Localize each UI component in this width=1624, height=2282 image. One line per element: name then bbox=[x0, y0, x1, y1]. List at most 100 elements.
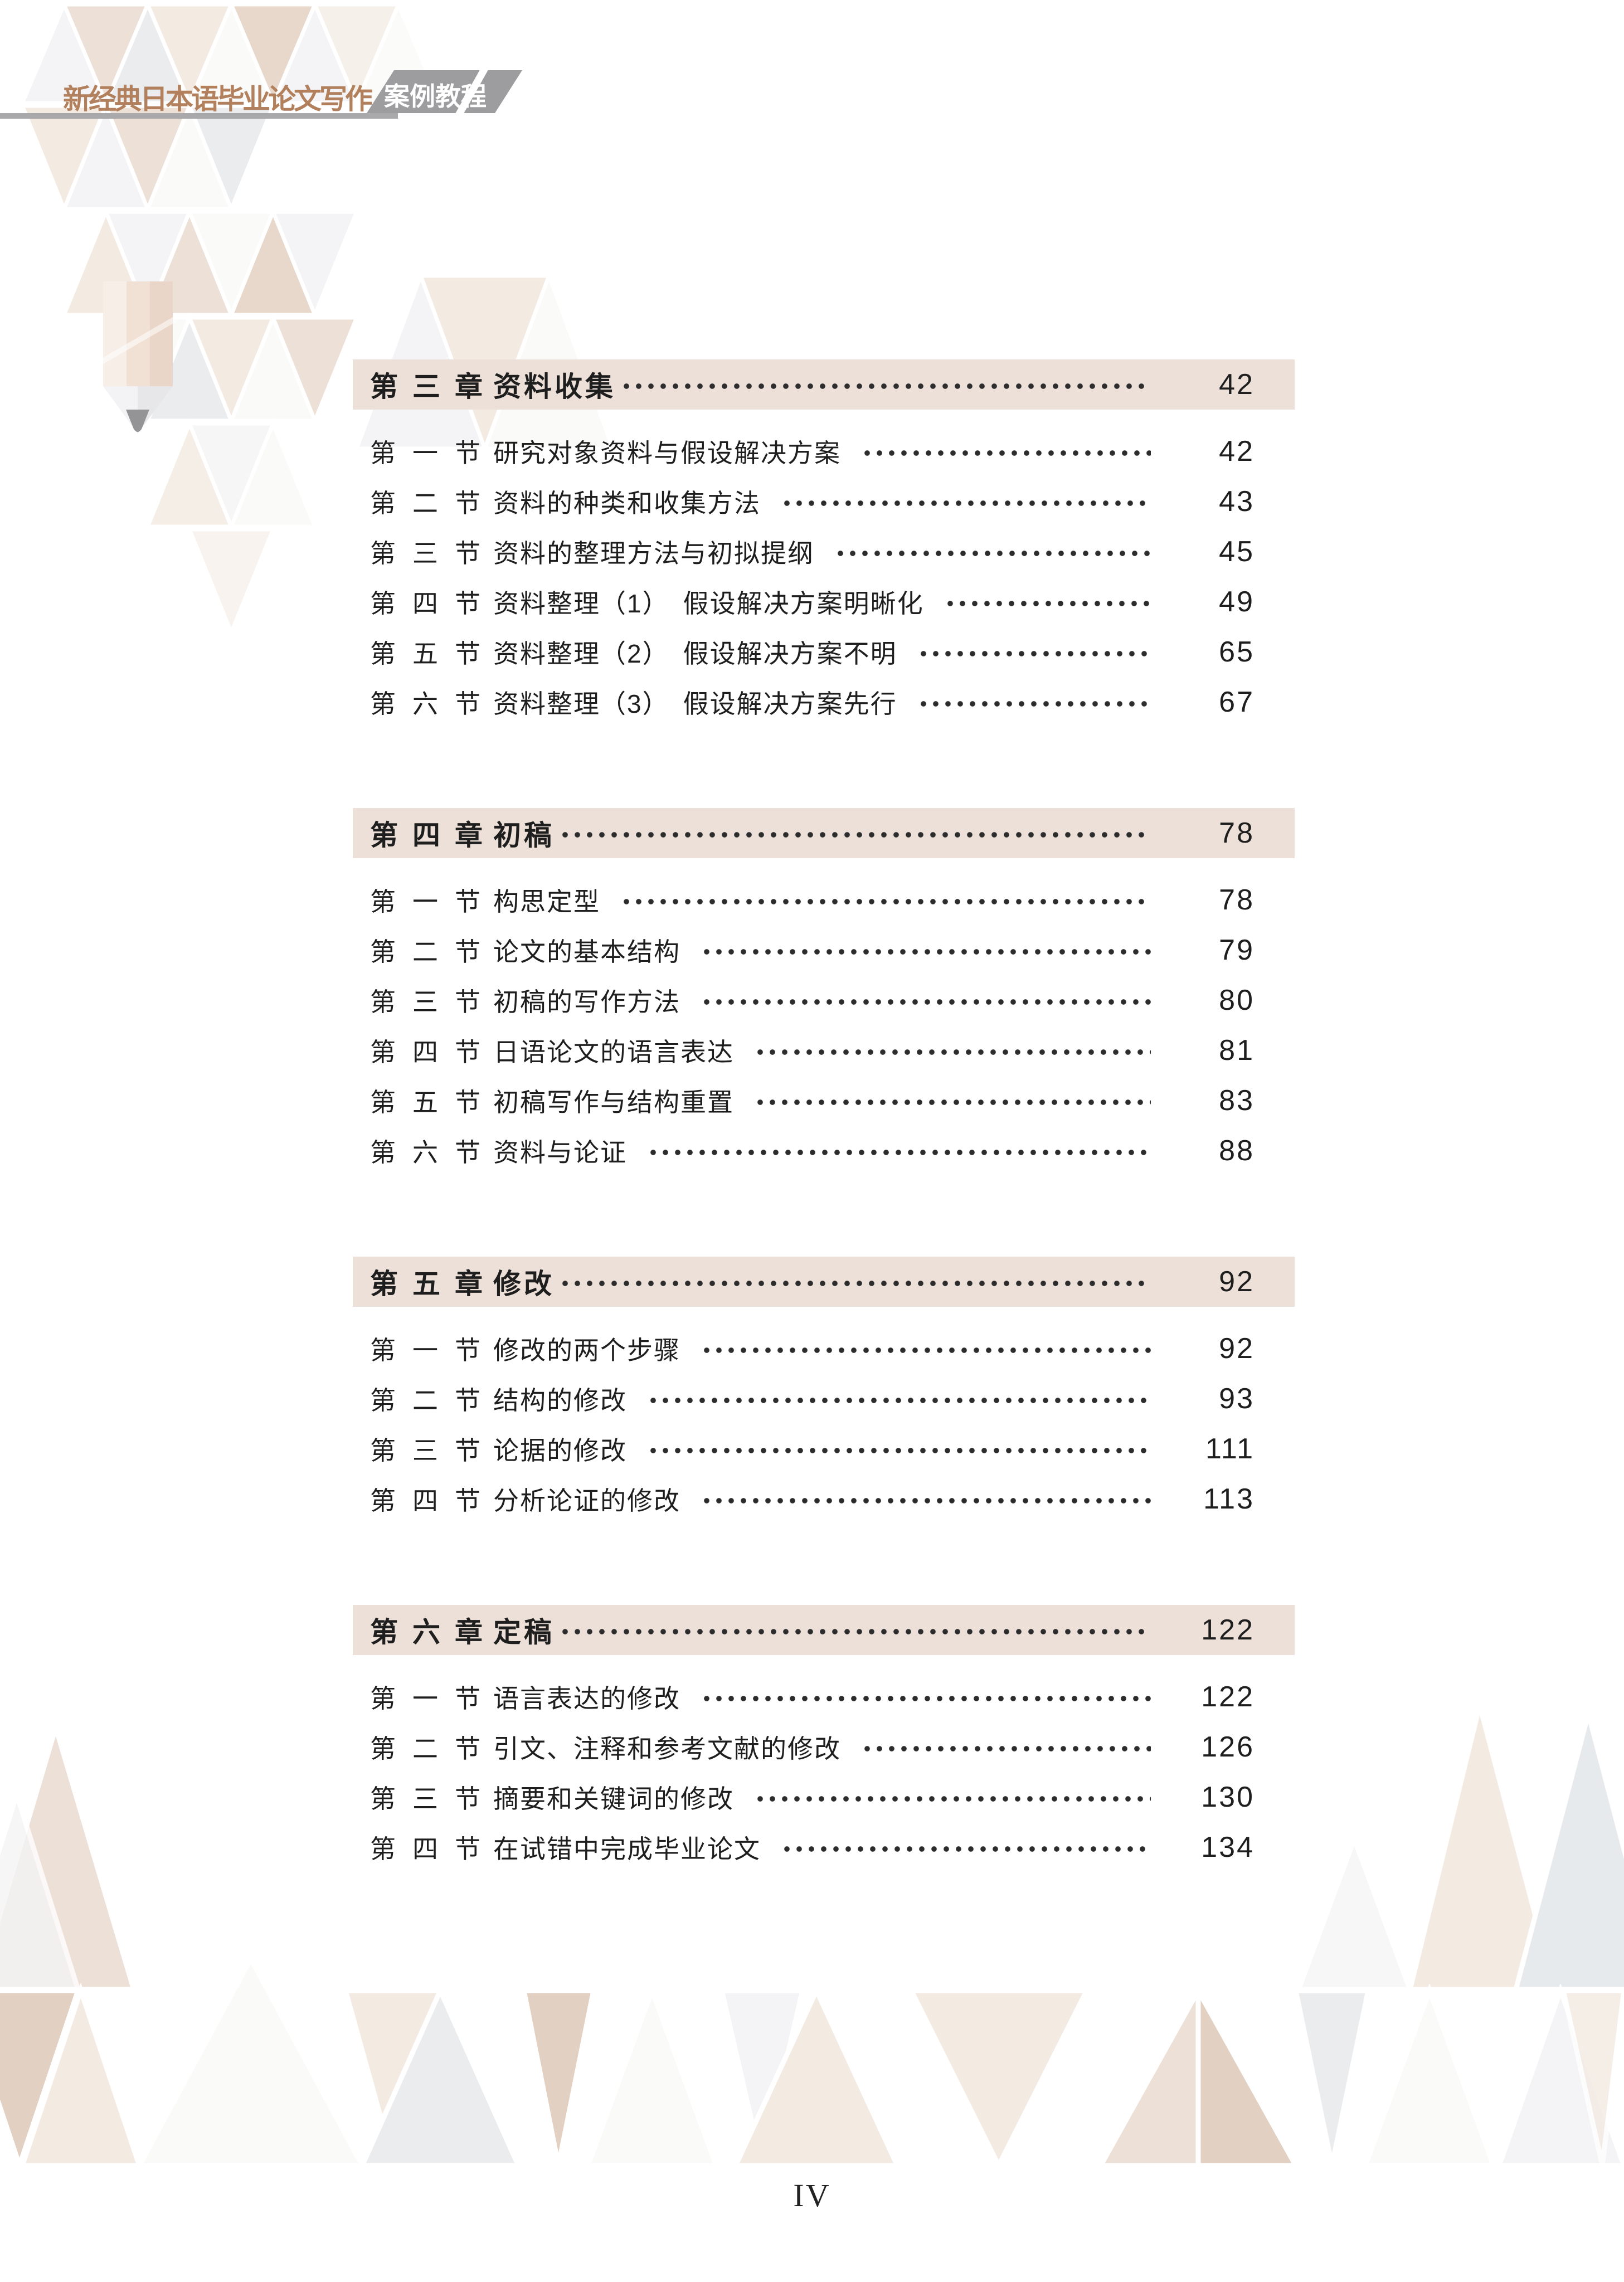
toc-section-row: 第三节 摘要和关键词的修改 130 bbox=[353, 1772, 1295, 1822]
toc-section-row: 第四节 在试错中完成毕业论文 134 bbox=[353, 1822, 1295, 1872]
section-page-number: 83 bbox=[1219, 1084, 1255, 1117]
section-label: 第四节 bbox=[370, 1835, 497, 1863]
section-title: 修改的两个步骤 bbox=[493, 1336, 680, 1365]
section-label: 第二节 bbox=[370, 489, 497, 518]
section-title: 资料整理（1） 假设解决方案明晰化 bbox=[493, 589, 924, 618]
section-page-number: 78 bbox=[1219, 884, 1255, 916]
chapter-heading: 第三章 资料收集 42 bbox=[353, 359, 1295, 410]
badge-label: 案例教程 bbox=[384, 82, 487, 111]
dot-leader bbox=[757, 1099, 1151, 1105]
section-label: 第二节 bbox=[370, 937, 497, 966]
toc-section-row: 第二节 论文的基本结构 79 bbox=[353, 925, 1295, 975]
section-title: 研究对象资料与假设解决方案 bbox=[493, 439, 841, 468]
toc-section-row: 第一节 构思定型 78 bbox=[353, 875, 1295, 925]
section-label: 第一节 bbox=[370, 1684, 497, 1713]
section-label: 第一节 bbox=[370, 439, 497, 468]
dot-leader bbox=[864, 450, 1151, 456]
section-label: 第一节 bbox=[370, 1336, 497, 1365]
series-title: 新经典日本语毕业论文写作 bbox=[63, 84, 373, 115]
dot-leader bbox=[704, 1696, 1151, 1701]
dot-leader bbox=[624, 899, 1151, 904]
chapter-label: 第四章 bbox=[370, 820, 497, 851]
section-label: 第四节 bbox=[370, 1486, 497, 1515]
toc-section-row: 第二节 引文、注释和参考文献的修改 126 bbox=[353, 1722, 1295, 1772]
dot-leader bbox=[650, 1448, 1151, 1453]
section-label: 第三节 bbox=[370, 987, 497, 1016]
toc-section-row: 第一节 语言表达的修改 122 bbox=[353, 1672, 1295, 1722]
dot-leader bbox=[864, 1746, 1151, 1751]
section-page-number: 122 bbox=[1201, 1681, 1255, 1713]
section-page-number: 111 bbox=[1205, 1433, 1255, 1465]
dot-leader bbox=[650, 1150, 1151, 1155]
toc-section-row: 第四节 分析论证的修改 113 bbox=[353, 1474, 1295, 1524]
section-page-number: 134 bbox=[1201, 1831, 1255, 1863]
dot-leader bbox=[784, 1846, 1151, 1852]
page-number: IV bbox=[793, 2177, 831, 2213]
section-title: 资料整理（2） 假设解决方案不明 bbox=[493, 639, 897, 668]
section-title: 资料的整理方法与初拟提纲 bbox=[493, 539, 814, 568]
dot-leader bbox=[704, 1347, 1151, 1353]
chapter-page-number: 122 bbox=[1201, 1614, 1255, 1646]
dot-leader bbox=[650, 1398, 1151, 1403]
section-page-number: 67 bbox=[1219, 686, 1255, 718]
section-title: 引文、注释和参考文献的修改 bbox=[493, 1734, 841, 1763]
section-page-number: 43 bbox=[1219, 485, 1255, 518]
section-page-number: 80 bbox=[1219, 984, 1255, 1016]
dot-leader bbox=[920, 701, 1151, 707]
section-label: 第四节 bbox=[370, 589, 497, 618]
dot-leader bbox=[562, 1281, 1151, 1286]
dot-leader bbox=[920, 651, 1151, 656]
dot-leader bbox=[947, 601, 1151, 606]
section-title: 论据的修改 bbox=[493, 1436, 627, 1465]
section-page-number: 45 bbox=[1219, 536, 1255, 568]
section-title: 分析论证的修改 bbox=[493, 1486, 680, 1515]
section-label: 第一节 bbox=[370, 887, 497, 916]
section-label: 第六节 bbox=[370, 689, 497, 718]
section-page-number: 81 bbox=[1219, 1034, 1255, 1067]
toc-section-row: 第三节 初稿的写作方法 80 bbox=[353, 975, 1295, 1025]
section-page-number: 49 bbox=[1219, 586, 1255, 618]
section-page-number: 42 bbox=[1219, 435, 1255, 468]
toc-section-row: 第二节 结构的修改 93 bbox=[353, 1374, 1295, 1424]
chapter-heading: 第四章 初稿 78 bbox=[353, 808, 1295, 858]
chapter-label: 第五章 bbox=[370, 1268, 497, 1300]
section-page-number: 65 bbox=[1219, 636, 1255, 668]
section-title: 资料与论证 bbox=[493, 1138, 627, 1167]
section-page-number: 79 bbox=[1219, 934, 1255, 966]
dot-leader bbox=[704, 999, 1151, 1005]
toc-section-row: 第六节 资料与论证 88 bbox=[353, 1126, 1295, 1176]
section-label: 第五节 bbox=[370, 1088, 497, 1117]
section-page-number: 88 bbox=[1219, 1135, 1255, 1167]
section-title: 论文的基本结构 bbox=[493, 937, 680, 966]
section-label: 第三节 bbox=[370, 1436, 497, 1465]
section-label: 第三节 bbox=[370, 539, 497, 568]
chapter-title: 修改 bbox=[493, 1268, 555, 1300]
chapter-page-number: 42 bbox=[1219, 368, 1255, 401]
section-page-number: 113 bbox=[1203, 1483, 1255, 1515]
dot-leader bbox=[624, 383, 1151, 389]
table-of-contents: 第三章 资料收集 42 第一节 研究对象资料与假设解决方案 42 第二节 资料的… bbox=[353, 0, 1295, 1950]
chapter-label: 第六章 bbox=[370, 1617, 497, 1648]
toc-section-row: 第一节 研究对象资料与假设解决方案 42 bbox=[353, 426, 1295, 476]
badge-shape bbox=[367, 67, 522, 116]
toc-section-row: 第一节 修改的两个步骤 92 bbox=[353, 1324, 1295, 1374]
toc-section-row: 第二节 资料的种类和收集方法 43 bbox=[353, 476, 1295, 527]
toc-section-row: 第五节 初稿写作与结构重置 83 bbox=[353, 1076, 1295, 1126]
section-page-number: 93 bbox=[1219, 1383, 1255, 1415]
section-label: 第六节 bbox=[370, 1138, 497, 1167]
chapter-title: 初稿 bbox=[493, 820, 555, 851]
toc-section-row: 第四节 日语论文的语言表达 81 bbox=[353, 1025, 1295, 1076]
dot-leader bbox=[562, 1629, 1151, 1634]
toc-section-row: 第五节 资料整理（2） 假设解决方案不明 65 bbox=[353, 627, 1295, 677]
triangle-band-bottom bbox=[0, 1953, 1624, 2175]
toc-section-row: 第六节 资料整理（3） 假设解决方案先行 67 bbox=[353, 677, 1295, 727]
section-label: 第二节 bbox=[370, 1734, 497, 1763]
section-title: 资料的种类和收集方法 bbox=[493, 489, 761, 518]
section-title: 语言表达的修改 bbox=[493, 1684, 680, 1713]
chapter-page-number: 78 bbox=[1219, 817, 1255, 849]
section-page-number: 126 bbox=[1201, 1731, 1255, 1763]
dot-leader bbox=[704, 949, 1151, 955]
pencil-icon bbox=[94, 281, 181, 434]
section-label: 第四节 bbox=[370, 1038, 497, 1067]
